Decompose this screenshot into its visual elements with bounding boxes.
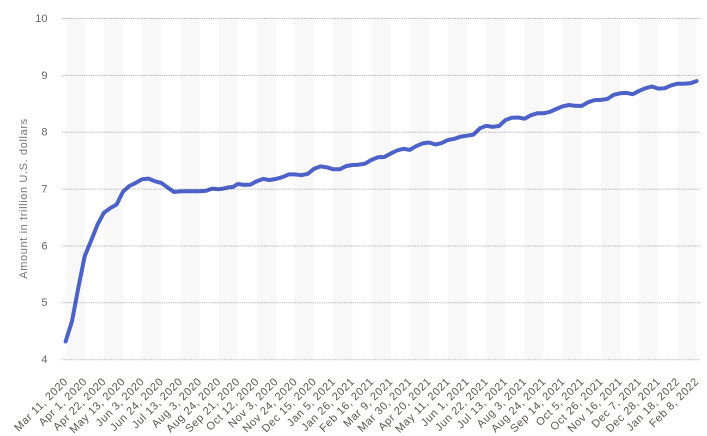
svg-text:5: 5 xyxy=(41,297,47,309)
svg-text:7: 7 xyxy=(41,184,47,196)
svg-text:4: 4 xyxy=(41,354,47,366)
svg-text:8: 8 xyxy=(41,127,47,139)
svg-text:Amount in trillion U.S. dollar: Amount in trillion U.S. dollars xyxy=(18,118,30,278)
svg-text:9: 9 xyxy=(41,70,47,82)
svg-text:10: 10 xyxy=(35,13,47,25)
svg-text:6: 6 xyxy=(41,240,47,252)
